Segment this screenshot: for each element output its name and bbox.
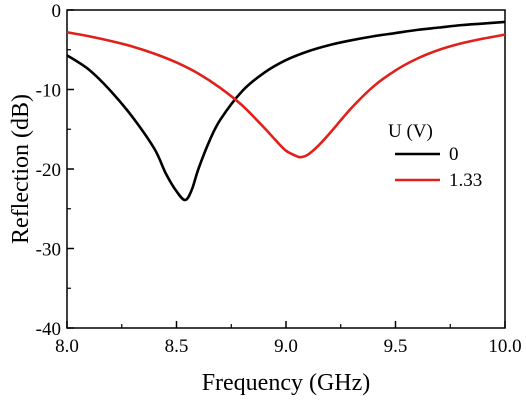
legend: U (V) 0 1.33 [388,121,482,191]
x-axis-label: Frequency (GHz) [202,370,371,396]
plot-frame [66,9,506,329]
series-line-1 [66,20,506,202]
y-tick-label: -10 [36,81,61,102]
legend-label-2: 1.33 [449,170,482,191]
x-tick-label: 8.0 [55,336,79,357]
y-tick-label: -20 [36,160,61,181]
legend-title: U (V) [388,121,433,142]
y-axis-label: Reflection (dB) [8,94,34,244]
x-tick-label: 10.0 [488,336,521,357]
y-tick-label: 0 [52,1,62,22]
plot-area [66,9,506,329]
series-line-2 [66,30,506,159]
x-tick-label: 9.0 [274,336,298,357]
legend-label-1: 0 [449,144,459,165]
series-layer [66,20,506,202]
y-tick-label: -40 [36,319,61,340]
x-tick-label: 9.5 [384,336,408,357]
x-tick-label: 8.5 [165,336,189,357]
ticks-layer: 8.0 8.5 9.0 9.5 10.0 0 -10 -20 -30 -40 [36,1,522,357]
y-tick-label: -30 [36,240,61,261]
